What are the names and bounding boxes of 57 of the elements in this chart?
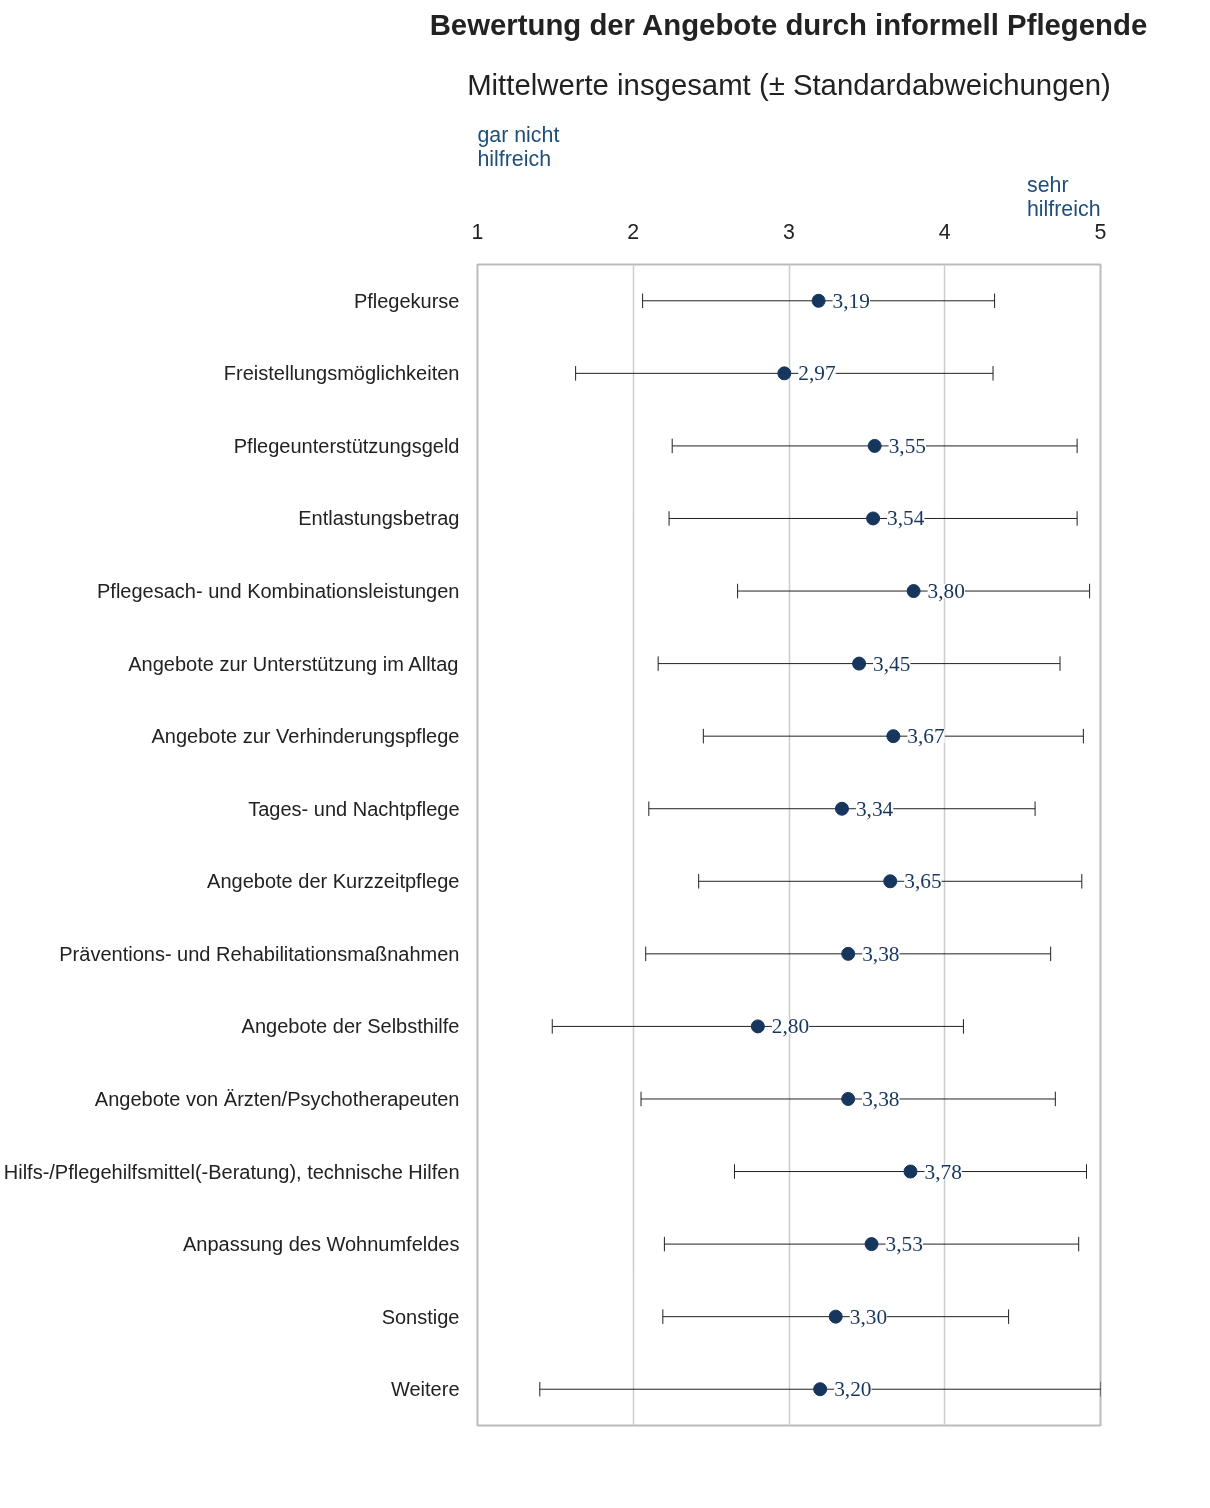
point bbox=[867, 438, 882, 453]
y-tick-label: Angebote der Selbsthilfe bbox=[241, 1015, 460, 1038]
data-label: 2,97 bbox=[798, 361, 836, 386]
data-label: 3,55 bbox=[888, 433, 926, 458]
data-label: 3,20 bbox=[834, 1377, 872, 1402]
point bbox=[903, 1164, 918, 1179]
point bbox=[834, 801, 849, 816]
y-tick-label: Angebote zur Unterstützung im Alltag bbox=[128, 652, 459, 675]
y-tick-label: Pflegesach- und Kombinationsleistungen bbox=[97, 580, 460, 603]
y-tick-label: Angebote zur Verhinderungspflege bbox=[151, 725, 460, 748]
data-label: 2,80 bbox=[771, 1014, 810, 1039]
data-label: 3,67 bbox=[907, 724, 946, 749]
data-label: 3,19 bbox=[832, 288, 870, 313]
x-tick-label: 4 bbox=[938, 219, 951, 244]
data-label: 3,53 bbox=[885, 1232, 923, 1257]
data-label: 3,34 bbox=[855, 796, 894, 821]
data-label: 3,38 bbox=[862, 1086, 900, 1111]
data-label: 3,54 bbox=[887, 506, 925, 531]
y-tick-label: Pflegekurse bbox=[353, 289, 460, 312]
chart-title: Bewertung der Angebote durch informell Pflegende bbox=[429, 7, 1148, 41]
y-tick-label: Sonstige bbox=[381, 1305, 460, 1328]
y-tick-label: Entlastungsbetrag bbox=[298, 507, 460, 530]
point bbox=[750, 1019, 765, 1034]
point bbox=[883, 874, 898, 889]
y-tick-label: Freistellungsmöglichkeiten bbox=[223, 362, 460, 385]
data-label: 3,30 bbox=[849, 1304, 888, 1329]
point bbox=[864, 1237, 879, 1252]
data-label: 3,78 bbox=[924, 1159, 962, 1184]
data-label: 3,80 bbox=[927, 579, 965, 604]
y-tick-label: Angebote von Ärzten/Psychotherapeuten bbox=[94, 1087, 460, 1110]
y-tick-label: Präventions- und Rehabilitationsmaßnahmen bbox=[59, 942, 460, 965]
point bbox=[811, 293, 826, 308]
x-tick-label: 1 bbox=[471, 219, 484, 244]
data-label: 3,65 bbox=[904, 869, 942, 894]
chart-subtitle: Mittelwerte insgesamt (± Standardabweichungen) bbox=[467, 67, 1111, 101]
point bbox=[906, 584, 921, 599]
data-label: 3,38 bbox=[862, 941, 900, 966]
point bbox=[777, 366, 792, 381]
y-tick-label: Pflegeunterstützungsgeld bbox=[233, 434, 460, 457]
y-tick-label: Tages- und Nachtpflege bbox=[248, 797, 460, 820]
text: gar nicht hilfreich bbox=[477, 122, 560, 171]
point bbox=[866, 511, 881, 526]
point bbox=[841, 946, 856, 961]
point bbox=[852, 656, 867, 671]
point bbox=[886, 729, 901, 744]
x-tick-label: 2 bbox=[627, 219, 640, 244]
x-tick-label: 5 bbox=[1094, 219, 1107, 244]
point bbox=[813, 1382, 828, 1397]
x-tick-label: 3 bbox=[783, 219, 795, 244]
point bbox=[841, 1091, 856, 1106]
point bbox=[828, 1309, 843, 1324]
y-tick-label: Anpassung des Wohnumfeldes bbox=[183, 1233, 460, 1256]
y-tick-label: Angebote der Kurzzeitpflege bbox=[207, 870, 460, 893]
text: sehr hilfreich bbox=[1027, 172, 1101, 221]
data-label: 3,45 bbox=[873, 651, 911, 676]
y-tick-label: Hilfs-/Pflegehilfsmittel(-Beratung), technische Hilfen bbox=[3, 1160, 460, 1183]
y-tick-label: Weitere bbox=[390, 1378, 460, 1401]
